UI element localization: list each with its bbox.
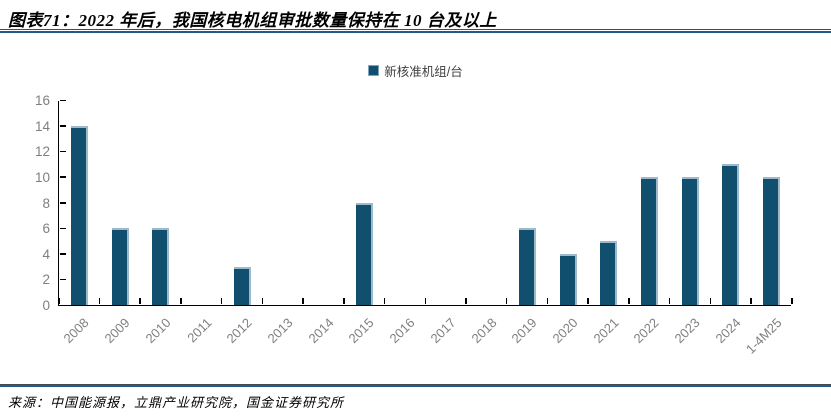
bar-2021 [600, 240, 618, 305]
title-separator-rule [0, 29, 831, 33]
x-axis-tick [139, 298, 141, 304]
x-axis-tick [628, 298, 630, 304]
footer-separator-blue-line [0, 385, 831, 387]
bar-2015 [355, 202, 373, 305]
y-axis-tick-2 [60, 278, 66, 281]
legend-marker-icon [368, 65, 380, 76]
x-axis-tick [58, 298, 60, 304]
x-axis-tick [505, 298, 508, 304]
y-axis-label-16: 16 [34, 93, 50, 108]
bar-2012 [233, 266, 251, 305]
x-axis-label-2016: 2016 [386, 315, 418, 347]
bar-2023 [681, 176, 699, 305]
x-axis-tick [343, 298, 345, 304]
y-axis-label-2: 2 [42, 272, 50, 288]
y-axis-tick-0 [60, 304, 66, 306]
x-axis-label-2010: 2010 [142, 315, 174, 347]
y-axis-label-6: 6 [42, 221, 50, 237]
title-separator-dark-line [0, 29, 831, 30]
bar-2008 [70, 125, 88, 305]
bar-2022 [640, 176, 658, 305]
y-axis-label-0: 0 [42, 298, 50, 313]
x-axis-label-2017: 2017 [427, 315, 459, 347]
x-axis-tick [261, 298, 264, 304]
x-axis-tick [791, 298, 793, 304]
bar-2009 [111, 228, 129, 305]
x-axis-label-2009: 2009 [101, 315, 133, 347]
y-axis-tick-4 [60, 253, 66, 255]
y-axis-label-10: 10 [34, 169, 50, 185]
x-axis-label-2023: 2023 [671, 315, 703, 347]
bar-2010 [152, 228, 170, 305]
y-axis-label-4: 4 [42, 246, 50, 262]
x-axis-tick [668, 298, 671, 304]
x-axis-label-2024: 2024 [712, 315, 744, 347]
y-axis-tick-6 [60, 227, 66, 230]
y-axis-label-8: 8 [42, 195, 50, 211]
x-axis-label-1-4M25: 1-4M25 [742, 315, 785, 357]
x-axis-tick [383, 298, 386, 304]
chart-legend: 新核准机组/台 [0, 61, 831, 80]
bar-1-4M25 [763, 176, 781, 305]
plot-area [58, 99, 793, 306]
bar-2024 [722, 164, 740, 305]
y-axis-tick-14 [60, 125, 66, 127]
chart-title: 图表71：2022 年后，我国核电机组审批数量保持在 10 台及以上 [8, 11, 497, 30]
x-axis-tick [180, 298, 182, 304]
x-axis-tick [465, 298, 467, 304]
y-axis-tick-16 [60, 99, 66, 101]
x-axis-tick [709, 298, 712, 304]
bar-2019 [518, 228, 536, 305]
x-axis-tick [302, 298, 304, 304]
y-axis-tick-8 [60, 202, 66, 204]
footer-separator-rule [0, 384, 831, 387]
legend-label: 新核准机组/台 [384, 65, 463, 79]
x-axis-tick [424, 298, 426, 304]
y-axis-label-12: 12 [34, 144, 50, 160]
title-separator-blue-line [0, 31, 831, 33]
x-axis-tick [750, 298, 752, 304]
x-axis-label-2020: 2020 [549, 315, 581, 347]
x-axis-tick [587, 298, 589, 304]
x-axis-tick [98, 298, 101, 304]
source-note: 来源：中国能源报，立鼎产业研究院，国金证券研究所 [8, 395, 345, 410]
x-axis-tick [220, 298, 223, 304]
y-axis-tick-12 [60, 150, 66, 153]
x-axis-label-2008: 2008 [60, 315, 92, 347]
x-axis-label-2013: 2013 [264, 315, 296, 347]
bar-2020 [559, 253, 577, 305]
footer-separator-dark-line [0, 384, 831, 385]
x-axis-tick [546, 298, 549, 304]
y-axis-label-14: 14 [34, 118, 50, 134]
y-axis-tick-10 [60, 176, 66, 178]
